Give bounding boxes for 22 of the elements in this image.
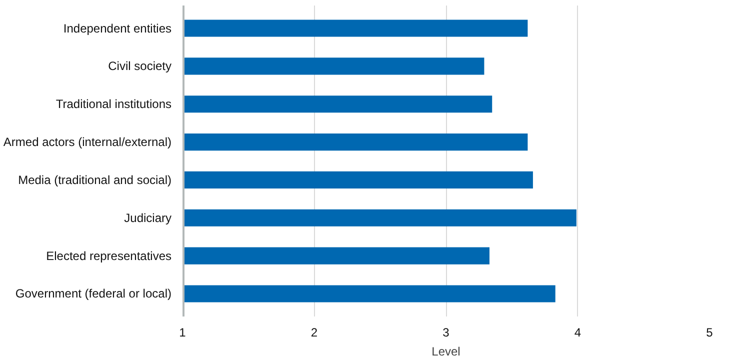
y-tick-label: Elected representatives	[46, 248, 172, 263]
bar	[182, 58, 484, 75]
bar	[182, 20, 528, 37]
x-tick-label: 2	[310, 326, 318, 340]
bar	[182, 285, 556, 302]
x-tick-label: 4	[574, 326, 582, 340]
x-tick-label: 1	[179, 326, 186, 340]
y-tick-label: Government (federal or local)	[15, 286, 172, 301]
y-tick-label: Judiciary	[124, 210, 172, 225]
y-tick-label: Traditional institutions	[56, 97, 172, 112]
bar	[182, 247, 490, 264]
x-axis-title: Level	[432, 344, 460, 358]
y-tick-label: Independent entities	[63, 21, 172, 36]
x-tick-label: 3	[442, 326, 450, 340]
y-tick-label: Media (traditional and social)	[18, 172, 172, 187]
y-tick-label: Civil society	[108, 59, 172, 74]
bar	[182, 134, 528, 151]
bar	[182, 96, 492, 113]
bar	[182, 171, 533, 188]
y-tick-label: Armed actors (internal/external)	[3, 135, 172, 150]
bar	[182, 209, 576, 226]
x-tick-label: 5	[706, 326, 714, 340]
